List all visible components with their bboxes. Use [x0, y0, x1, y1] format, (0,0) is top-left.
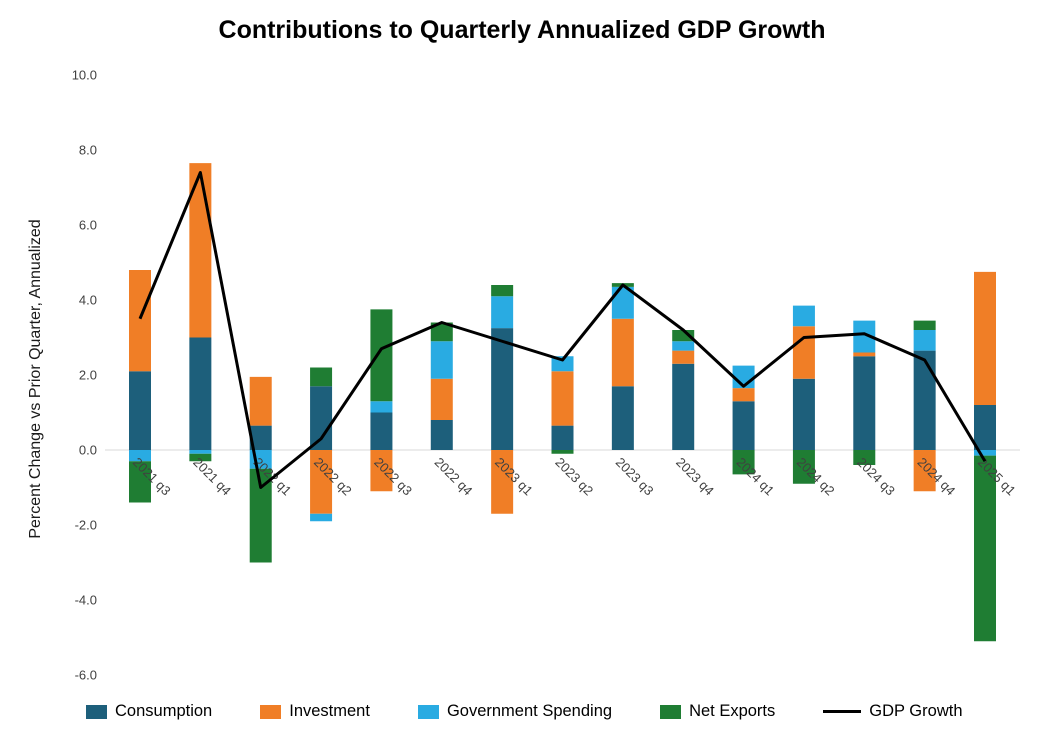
- legend-color-swatch-investment: [260, 704, 282, 719]
- bar-segment-consumption: [370, 412, 393, 450]
- bar-segment-government-spending: [310, 513, 333, 522]
- legend-item-investment: Investment: [260, 702, 370, 721]
- bar-segment-consumption: [853, 356, 876, 450]
- legend-item-government-spending: Government Spending: [417, 702, 613, 721]
- y-tick-label: -6.0: [75, 668, 97, 683]
- y-tick-label: 8.0: [79, 143, 97, 158]
- bar-segment-investment: [249, 376, 272, 426]
- bar-segment-consumption: [974, 405, 996, 450]
- bar-segment-consumption: [792, 378, 815, 450]
- legend-item-net-exports: Net Exports: [660, 702, 775, 721]
- x-axis-label: 2022 q4: [432, 455, 476, 499]
- bar-segment-investment: [611, 318, 634, 387]
- bar-segment-consumption: [672, 363, 695, 450]
- bar-segment-government-spending: [129, 450, 151, 462]
- bar-segment-investment: [551, 371, 574, 426]
- bar-segment-investment: [430, 378, 453, 420]
- legend-item-consumption: Consumption: [86, 702, 212, 721]
- chart-title: Contributions to Quarterly Annualized GD…: [218, 16, 826, 44]
- legend-label-investment: Investment: [289, 702, 370, 720]
- bar-segment-net-exports: [974, 455, 996, 642]
- bar-segment-net-exports: [551, 450, 574, 454]
- bar-segment-investment: [370, 450, 393, 492]
- bar-segment-net-exports: [430, 322, 453, 342]
- bar-segment-consumption: [430, 420, 453, 450]
- y-tick-label: -2.0: [75, 518, 97, 533]
- y-tick-label: 0.0: [79, 443, 97, 458]
- legend-label-consumption: Consumption: [115, 702, 213, 720]
- bar-segment-government-spending: [792, 305, 815, 327]
- y-tick-label: -4.0: [75, 593, 97, 608]
- bar-segment-consumption: [551, 425, 574, 450]
- bar-segment-net-exports: [672, 330, 695, 342]
- bar-segment-government-spending: [913, 330, 936, 351]
- bar-segment-investment: [310, 450, 333, 514]
- bar-segment-consumption: [249, 425, 272, 450]
- legend-label-gdp-growth: GDP Growth: [869, 702, 963, 720]
- x-axis-label: 2023 q2: [552, 455, 596, 499]
- bar-segment-consumption: [189, 337, 212, 450]
- bar-segment-net-exports: [249, 468, 272, 563]
- bar-segment-government-spending: [672, 341, 695, 351]
- legend: Consumption Investment Government Spending…: [86, 702, 963, 721]
- y-tick-label: 4.0: [79, 293, 97, 308]
- bar-segment-investment: [732, 388, 755, 402]
- y-tick-label: 6.0: [79, 218, 97, 233]
- legend-color-swatch-net-exports: [660, 704, 682, 719]
- bar-segment-government-spending: [430, 341, 453, 379]
- bar-segment-net-exports: [792, 450, 815, 484]
- bar-segment-consumption: [913, 350, 936, 450]
- bar-segment-government-spending: [974, 450, 996, 456]
- bar-segment-net-exports: [491, 285, 514, 297]
- bar-segment-net-exports: [189, 453, 212, 462]
- bar-segment-consumption: [129, 371, 151, 450]
- bar-segment-consumption: [310, 386, 333, 450]
- bar-segment-investment: [491, 450, 514, 514]
- bar-segment-consumption: [491, 328, 514, 450]
- bar-segment-investment: [792, 326, 815, 379]
- bar-segment-investment: [672, 350, 695, 364]
- bar-segment-net-exports: [129, 461, 151, 503]
- bar-segment-government-spending: [853, 320, 876, 353]
- bar-segment-investment: [913, 450, 936, 492]
- bar-segment-net-exports: [310, 367, 333, 387]
- bar-segment-investment: [129, 270, 151, 372]
- bar-segment-net-exports: [853, 450, 876, 465]
- bar-segment-consumption: [611, 386, 634, 450]
- bar-segment-government-spending: [189, 450, 212, 454]
- bar-segment-investment: [974, 271, 996, 405]
- legend-item-gdp-growth: GDP Growth: [823, 702, 963, 721]
- x-axis-label: 2024 q3: [854, 455, 898, 499]
- bar-segment-government-spending: [370, 401, 393, 413]
- x-axis-label: 2023 q3: [613, 455, 657, 499]
- x-axis-label: 2023 q4: [673, 455, 717, 499]
- legend-label-government-spending: Government Spending: [446, 702, 613, 720]
- y-tick-label: 10.0: [72, 68, 97, 83]
- x-axis-label: 2024 q1: [733, 455, 777, 499]
- bar-segment-net-exports: [913, 320, 936, 330]
- legend-line-marker: [823, 710, 862, 713]
- gdp-growth-line: [138, 171, 987, 489]
- x-axis-label: 2021 q4: [190, 455, 234, 499]
- bar-segment-government-spending: [611, 286, 634, 319]
- bar-segment-government-spending: [491, 296, 514, 329]
- bar-segment-net-exports: [370, 309, 393, 402]
- legend-color-swatch-government-spending: [417, 704, 439, 719]
- legend-label-net-exports: Net Exports: [689, 702, 776, 720]
- bar-segment-investment: [853, 352, 876, 357]
- bar-segment-consumption: [732, 401, 755, 450]
- bar-segment-government-spending: [551, 356, 574, 372]
- bar-segment-net-exports: [732, 450, 755, 475]
- y-tick-label: 2.0: [79, 368, 97, 383]
- legend-color-swatch-consumption: [86, 704, 107, 719]
